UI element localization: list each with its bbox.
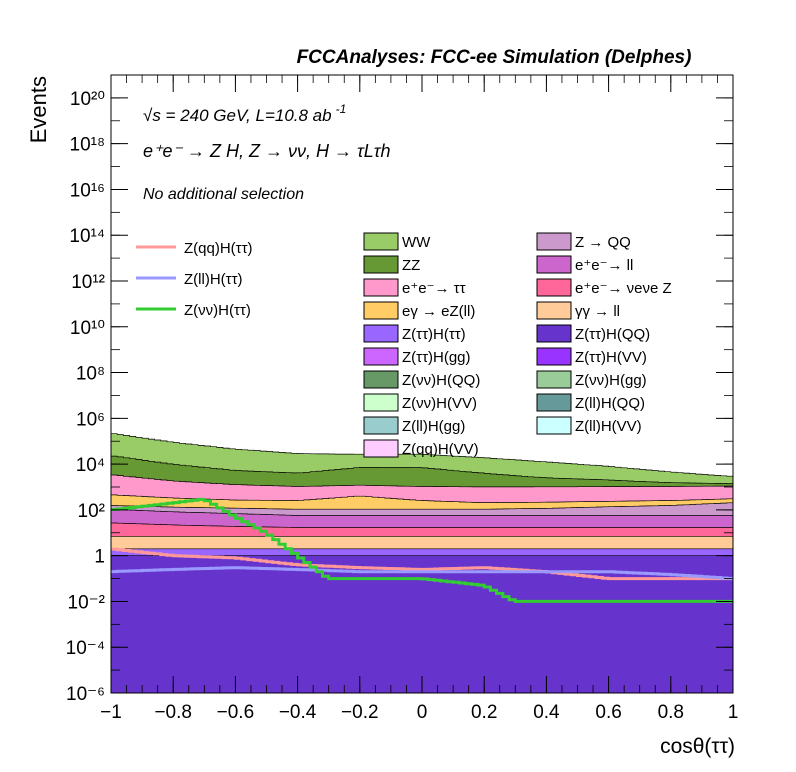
energy-annotation: √s = 240 GeV, L=10.8 ab -1 [143, 102, 346, 125]
legend-label: Z(ll)H(QQ) [575, 395, 645, 412]
stacked-backgrounds [111, 433, 733, 693]
y-tick-label: 10¹² [71, 272, 105, 293]
y-tick-label: 10⁻⁴ [66, 638, 105, 659]
legend-label: e⁺e⁻→ ll [575, 257, 633, 274]
legend-label: eγ → eZ(ll) [402, 303, 475, 320]
x-tick-label: −0.8 [154, 702, 192, 723]
legend-signal-label: Z(ll)H(ττ) [184, 271, 243, 288]
x-axis-label: cosθ(ττ) [660, 735, 735, 758]
legend-swatch [536, 255, 572, 274]
legend-swatch [536, 370, 572, 389]
legend-label: γγ → ll [575, 303, 620, 320]
legend-swatch [536, 416, 572, 435]
x-tick-label: −0.2 [341, 702, 379, 723]
y-tick-label: 10²⁰ [70, 89, 105, 110]
legend-swatch [363, 416, 399, 435]
signal-line-z-ll-h- [111, 566, 733, 580]
legend-swatch [363, 324, 399, 343]
legend-label: Z(ττ)H(gg) [402, 349, 471, 366]
x-tick-label: −1 [100, 702, 122, 723]
legend-swatch [363, 347, 399, 366]
legend-signal-label: Z(νν)H(ττ) [184, 302, 251, 319]
legend-label: Z → QQ [575, 234, 631, 251]
legend-label: Z(ll)H(gg) [402, 418, 465, 435]
legend-swatch [536, 324, 572, 343]
legend-signal-label: Z(qq)H(ττ) [184, 240, 253, 257]
energy-text: √s = 240 GeV, L=10.8 ab [143, 106, 332, 125]
signal-legend: Z(qq)H(ττ) Z(ll)H(ττ) Z(νν)H(ττ) [136, 240, 253, 319]
y-axis: 10⁻⁶ 10⁻⁴ 10⁻² 1 10² 10⁴ 10⁶ 10⁸ 10¹⁰ 10¹² 10¹⁴ 10¹… [66, 74, 733, 705]
legend-swatch [363, 301, 399, 320]
selection-annotation: No additional selection [143, 186, 304, 203]
x-tick-label: −0.4 [279, 702, 317, 723]
x-tick-label: 1 [728, 702, 739, 723]
legend-label: Z(νν)H(QQ) [402, 372, 480, 389]
legend-swatch [363, 255, 399, 274]
y-tick-label: 10⁶ [76, 409, 105, 430]
legend-label: Z(ττ)H(ττ) [402, 326, 466, 343]
y-tick-label: 10⁻² [68, 592, 106, 613]
legend-label: Z(ll)H(VV) [575, 418, 642, 435]
legend-label: Z(qq)H(VV) [402, 441, 479, 458]
legend-label: Z(νν)H(gg) [575, 372, 647, 389]
legend-swatch [363, 393, 399, 412]
y-tick-label: 10¹⁴ [69, 226, 105, 247]
x-tick-label: 0.8 [658, 702, 684, 723]
legend-label: e⁺e⁻→ ττ [402, 280, 466, 297]
y-tick-label: 10¹⁸ [70, 135, 105, 156]
legend-label: Z(ττ)H(VV) [575, 349, 647, 366]
legend-label: Z(ττ)H(QQ) [575, 326, 650, 343]
y-tick-label: 1 [94, 547, 105, 568]
signal-line-z-h- [111, 497, 733, 603]
signal-histograms [111, 497, 733, 603]
y-tick-label: 10⁴ [76, 455, 105, 476]
energy-superscript: -1 [336, 102, 347, 116]
y-tick-label: 10¹⁰ [70, 318, 105, 339]
legend-swatch [363, 278, 399, 297]
legend-swatch [536, 278, 572, 297]
x-tick-label: 0 [417, 702, 428, 723]
legend-label: ZZ [402, 257, 420, 274]
chart-title: FCCAnalyses: FCC-ee Simulation (Delphes) [297, 47, 692, 68]
x-tick-label: 0.4 [533, 702, 560, 723]
x-tick-label: 0.6 [595, 702, 621, 723]
y-tick-label: 10¹⁶ [70, 180, 105, 201]
legend-swatch [363, 439, 399, 458]
legend-label: Z(νν)H(VV) [402, 395, 477, 412]
background-legend: WW Z → QQ ZZ e⁺e⁻→ ll e⁺e⁻→ ττ e⁺e⁻→ νeνe Z eγ… [363, 232, 672, 458]
legend-swatch [363, 370, 399, 389]
process-annotation: e⁺e⁻ → Z H, Z → νν, H → τLτh [143, 141, 391, 161]
legend-swatch [536, 347, 572, 366]
legend-swatch [536, 232, 572, 251]
y-axis-label: Events [26, 76, 51, 143]
x-axis: −1 −0.8 −0.6 −0.4 −0.2 0 0.2 0.4 0.6 0.8 1 [100, 75, 738, 723]
legend-label: WW [402, 234, 431, 251]
signal-line-z-qq-h- [111, 547, 733, 581]
y-tick-label: 10⁻⁶ [66, 684, 105, 705]
legend-swatch [536, 393, 572, 412]
legend-label: e⁺e⁻→ νeνe Z [575, 280, 672, 297]
y-tick-label: 10² [78, 501, 105, 522]
x-tick-label: −0.6 [217, 702, 255, 723]
legend-swatch [536, 301, 572, 320]
x-tick-label: 0.2 [471, 702, 497, 723]
legend-swatch [363, 232, 399, 251]
area-z-h-qq- [111, 555, 733, 693]
y-tick-label: 10⁸ [76, 364, 105, 385]
